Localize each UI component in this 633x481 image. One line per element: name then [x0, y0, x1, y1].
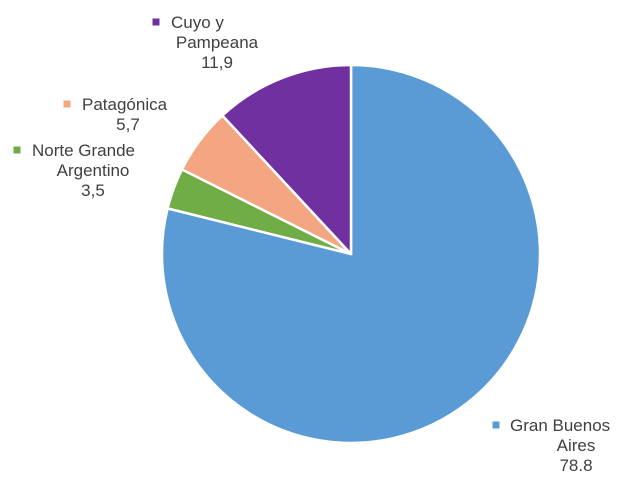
slice-value-label: 11,9	[201, 53, 233, 72]
slice-label: Patagónica	[82, 95, 168, 114]
slice-label: Argentino	[57, 161, 130, 180]
legend-marker	[13, 146, 21, 154]
slice-label: Cuyo y	[171, 13, 224, 32]
slice-label: Aires	[557, 436, 596, 455]
legend-marker	[152, 18, 160, 26]
legend-marker	[492, 421, 500, 429]
legend-marker	[63, 100, 71, 108]
pie-slice-cuyo-y-pampeana	[221, 63, 353, 256]
slice-label: Gran Buenos	[510, 416, 610, 435]
slice-label: Pampeana	[176, 33, 259, 52]
slice-value-label: 5,7	[116, 115, 140, 134]
slice-value-label: 78.8	[559, 456, 592, 475]
slice-label: Norte Grande	[32, 141, 135, 160]
slice-value-label: 3,5	[81, 181, 105, 200]
